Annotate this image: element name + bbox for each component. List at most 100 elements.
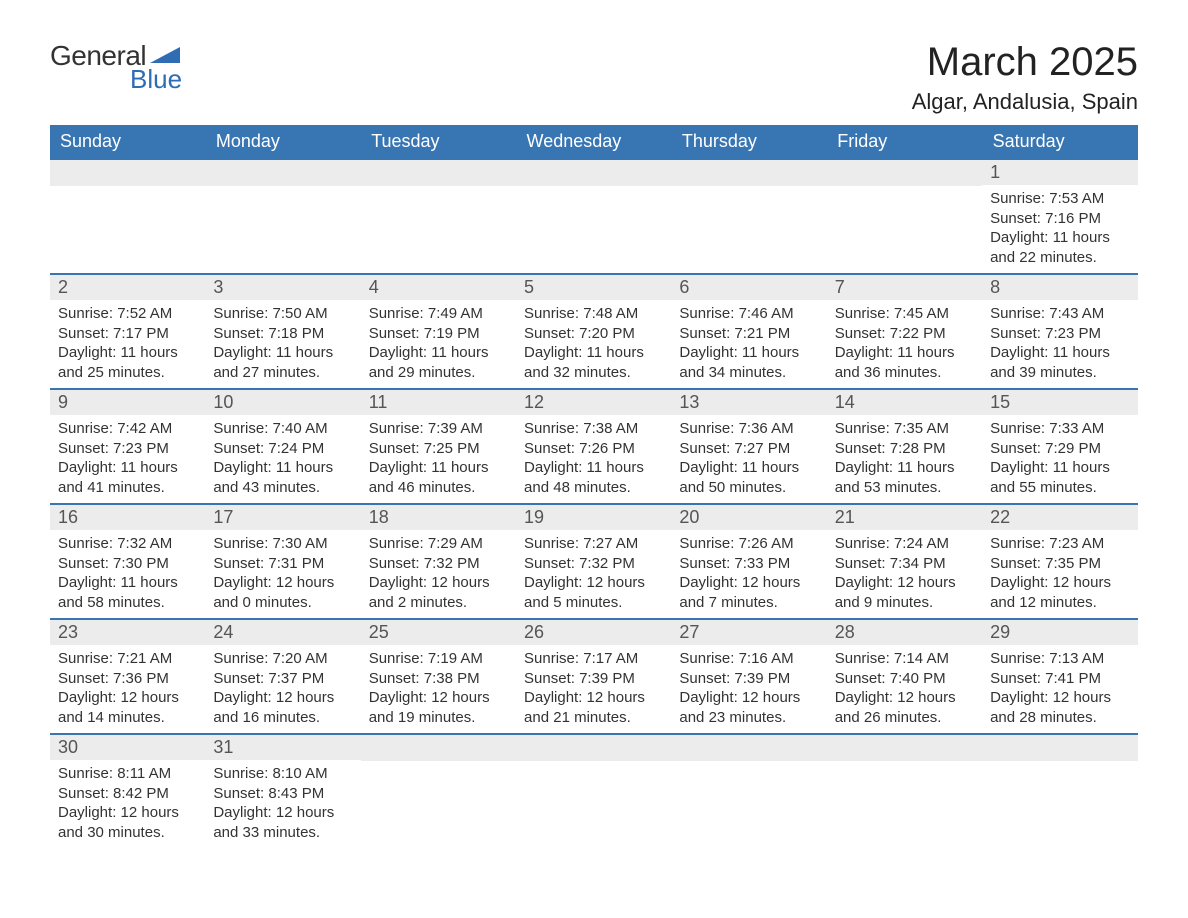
calendar-day-cell [982,734,1137,848]
daylight-line: Daylight: 11 hours and 39 minutes. [990,343,1129,382]
daylight-line: Daylight: 11 hours and 43 minutes. [213,458,352,497]
daylight-line: Daylight: 11 hours and 41 minutes. [58,458,197,497]
calendar-day-cell: 16Sunrise: 7:32 AMSunset: 7:30 PMDayligh… [50,504,205,619]
calendar-day-cell: 17Sunrise: 7:30 AMSunset: 7:31 PMDayligh… [205,504,360,619]
sunset-line: Sunset: 7:36 PM [58,669,197,689]
day-content: Sunrise: 7:16 AMSunset: 7:39 PMDaylight:… [671,645,826,733]
daylight-line: Daylight: 12 hours and 19 minutes. [369,688,508,727]
sunset-line: Sunset: 7:34 PM [835,554,974,574]
day-content: Sunrise: 7:53 AMSunset: 7:16 PMDaylight:… [982,185,1137,273]
month-year: March 2025 [912,40,1138,85]
sunrise-line: Sunrise: 7:21 AM [58,649,197,669]
calendar-day-cell [827,734,982,848]
calendar-day-cell: 7Sunrise: 7:45 AMSunset: 7:22 PMDaylight… [827,274,982,389]
sunrise-line: Sunrise: 7:38 AM [524,419,663,439]
daylight-line: Daylight: 12 hours and 26 minutes. [835,688,974,727]
daylight-line: Daylight: 11 hours and 53 minutes. [835,458,974,497]
calendar-day-cell: 13Sunrise: 7:36 AMSunset: 7:27 PMDayligh… [671,389,826,504]
calendar-day-cell: 29Sunrise: 7:13 AMSunset: 7:41 PMDayligh… [982,619,1137,734]
calendar-day-cell [50,159,205,274]
calendar-day-cell: 25Sunrise: 7:19 AMSunset: 7:38 PMDayligh… [361,619,516,734]
daylight-line: Daylight: 12 hours and 23 minutes. [679,688,818,727]
day-content: Sunrise: 7:30 AMSunset: 7:31 PMDaylight:… [205,530,360,618]
day-content: Sunrise: 7:40 AMSunset: 7:24 PMDaylight:… [205,415,360,503]
calendar-day-cell: 20Sunrise: 7:26 AMSunset: 7:33 PMDayligh… [671,504,826,619]
calendar-day-cell: 28Sunrise: 7:14 AMSunset: 7:40 PMDayligh… [827,619,982,734]
daylight-line: Daylight: 11 hours and 34 minutes. [679,343,818,382]
calendar-day-cell [516,734,671,848]
daylight-line: Daylight: 12 hours and 16 minutes. [213,688,352,727]
sunset-line: Sunset: 7:32 PM [524,554,663,574]
calendar-week-row: 23Sunrise: 7:21 AMSunset: 7:36 PMDayligh… [50,619,1138,734]
calendar-day-cell [361,734,516,848]
sunrise-line: Sunrise: 7:17 AM [524,649,663,669]
calendar-week-row: 1Sunrise: 7:53 AMSunset: 7:16 PMDaylight… [50,159,1138,274]
sunrise-line: Sunrise: 7:42 AM [58,419,197,439]
sunrise-line: Sunrise: 7:16 AM [679,649,818,669]
sunrise-line: Sunrise: 7:53 AM [990,189,1129,209]
calendar-day-cell: 6 Sunrise: 7:46 AMSunset: 7:21 PMDaylight… [671,274,826,389]
sunset-line: Sunset: 7:18 PM [213,324,352,344]
daylight-line: Daylight: 12 hours and 30 minutes. [58,803,197,842]
sunrise-line: Sunrise: 7:19 AM [369,649,508,669]
daylight-line: Daylight: 12 hours and 0 minutes. [213,573,352,612]
daylight-line: Daylight: 11 hours and 50 minutes. [679,458,818,497]
location: Algar, Andalusia, Spain [912,89,1138,115]
day-number: 11 [361,390,516,415]
col-saturday: Saturday [982,125,1137,159]
calendar-week-row: 9Sunrise: 7:42 AMSunset: 7:23 PMDaylight… [50,389,1138,504]
day-number: 27 [671,620,826,645]
calendar-body: 1Sunrise: 7:53 AMSunset: 7:16 PMDaylight… [50,159,1138,848]
sunrise-line: Sunrise: 7:32 AM [58,534,197,554]
day-content: Sunrise: 7:17 AMSunset: 7:39 PMDaylight:… [516,645,671,733]
calendar-day-cell [671,159,826,274]
day-number: 4 [361,275,516,300]
day-number: 21 [827,505,982,530]
sunset-line: Sunset: 7:20 PM [524,324,663,344]
daylight-line: Daylight: 11 hours and 22 minutes. [990,228,1129,267]
day-content: Sunrise: 7:43 AMSunset: 7:23 PMDaylight:… [982,300,1137,388]
sunset-line: Sunset: 7:37 PM [213,669,352,689]
day-content: Sunrise: 7:33 AMSunset: 7:29 PMDaylight:… [982,415,1137,503]
day-content: Sunrise: 7:21 AMSunset: 7:36 PMDaylight:… [50,645,205,733]
calendar-day-cell [671,734,826,848]
calendar-table: Sunday Monday Tuesday Wednesday Thursday… [50,125,1138,848]
calendar-day-cell: 27Sunrise: 7:16 AMSunset: 7:39 PMDayligh… [671,619,826,734]
day-number: 30 [50,735,205,760]
calendar-day-cell: 31Sunrise: 8:10 AMSunset: 8:43 PMDayligh… [205,734,360,848]
calendar-day-cell: 15Sunrise: 7:33 AMSunset: 7:29 PMDayligh… [982,389,1137,504]
col-sunday: Sunday [50,125,205,159]
calendar-day-cell [516,159,671,274]
sunset-line: Sunset: 7:23 PM [990,324,1129,344]
sunrise-line: Sunrise: 7:43 AM [990,304,1129,324]
sunset-line: Sunset: 7:29 PM [990,439,1129,459]
day-content: Sunrise: 7:26 AMSunset: 7:33 PMDaylight:… [671,530,826,618]
sunset-line: Sunset: 7:21 PM [679,324,818,344]
daylight-line: Daylight: 11 hours and 55 minutes. [990,458,1129,497]
sunrise-line: Sunrise: 7:30 AM [213,534,352,554]
day-content: Sunrise: 7:39 AMSunset: 7:25 PMDaylight:… [361,415,516,503]
sunset-line: Sunset: 7:19 PM [369,324,508,344]
col-wednesday: Wednesday [516,125,671,159]
sunrise-line: Sunrise: 7:23 AM [990,534,1129,554]
day-number: 6 [671,275,826,300]
calendar-day-cell: 21Sunrise: 7:24 AMSunset: 7:34 PMDayligh… [827,504,982,619]
calendar-day-cell: 14Sunrise: 7:35 AMSunset: 7:28 PMDayligh… [827,389,982,504]
sunset-line: Sunset: 7:27 PM [679,439,818,459]
sunset-line: Sunset: 7:39 PM [679,669,818,689]
day-content: Sunrise: 7:29 AMSunset: 7:32 PMDaylight:… [361,530,516,618]
calendar-day-cell: 23Sunrise: 7:21 AMSunset: 7:36 PMDayligh… [50,619,205,734]
weekday-header-row: Sunday Monday Tuesday Wednesday Thursday… [50,125,1138,159]
calendar-day-cell [205,159,360,274]
day-number: 23 [50,620,205,645]
calendar-day-cell: 24Sunrise: 7:20 AMSunset: 7:37 PMDayligh… [205,619,360,734]
day-content: Sunrise: 7:48 AMSunset: 7:20 PMDaylight:… [516,300,671,388]
header: General Blue March 2025 Algar, Andalusia… [50,40,1138,115]
sunrise-line: Sunrise: 7:46 AM [679,304,818,324]
day-number: 19 [516,505,671,530]
day-content: Sunrise: 7:19 AMSunset: 7:38 PMDaylight:… [361,645,516,733]
calendar-day-cell: 18Sunrise: 7:29 AMSunset: 7:32 PMDayligh… [361,504,516,619]
daylight-line: Daylight: 11 hours and 36 minutes. [835,343,974,382]
logo-text-blue: Blue [130,64,182,95]
calendar-day-cell: 1Sunrise: 7:53 AMSunset: 7:16 PMDaylight… [982,159,1137,274]
